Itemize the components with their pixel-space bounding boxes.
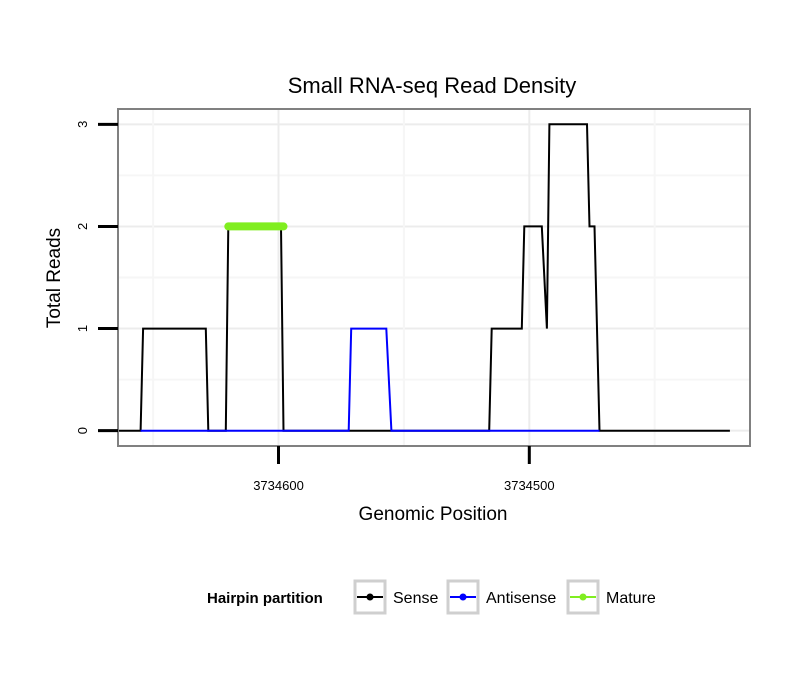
legend-item-sense: Sense [353,579,438,615]
plot-frame [117,108,751,447]
y-axis: 0 1 2 3 [75,121,118,434]
y-tick-label: 2 [75,223,90,230]
x-tick-label: 3734600 [253,478,304,493]
plot-grid [118,109,750,446]
x-axis: 3734600 3734500 [253,446,555,493]
legend-title: Hairpin partition [207,590,323,607]
legend-label: Antisense [486,590,556,607]
legend-label: Sense [393,590,438,607]
x-axis-label: Genomic Position [359,504,508,525]
y-axis-label: Total Reads [44,228,65,328]
legend-item-mature: Mature [566,579,656,615]
legend-item-antisense: Antisense [446,579,556,615]
y-tick-label: 0 [75,427,90,434]
series-line-antisense [140,327,600,432]
legend-key-point [459,593,467,601]
y-tick-label: 1 [75,325,90,332]
legend-label: Mature [606,590,656,607]
x-tick-label: 3734500 [504,478,555,493]
y-tick-label: 3 [75,121,90,128]
legend: Hairpin partition Sense Antisense Mature [207,579,656,615]
series-line-sense [105,123,730,432]
legend-key-point [366,593,374,601]
legend-key-point [579,593,587,601]
chart-title: Small RNA-seq Read Density [288,73,577,98]
plot-series [105,123,730,432]
